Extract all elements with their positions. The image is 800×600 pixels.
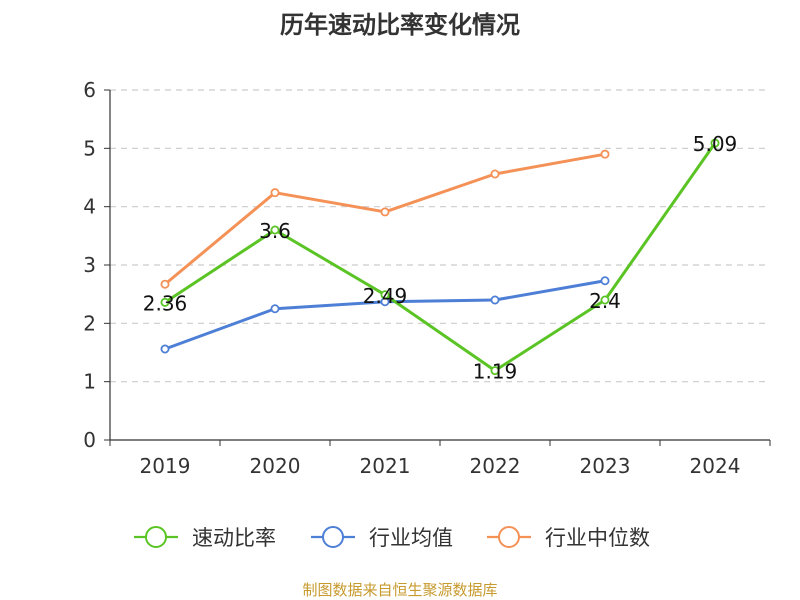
data-point-速动比率-2019	[160, 297, 170, 307]
data-point-行业中位数-2019	[160, 279, 170, 289]
legend-item-速动比率: 速动比率	[134, 526, 276, 550]
data-point-速动比率-2023	[600, 295, 610, 305]
data-label-2023: 2.4	[589, 289, 621, 313]
x-tick-label-2020: 2020	[250, 454, 301, 478]
y-tick-label-5: 5	[83, 136, 96, 160]
data-point-行业均值-2023	[600, 276, 610, 286]
legend-item-行业均值: 行业均值	[311, 526, 453, 550]
data-point-行业中位数-2020	[270, 188, 280, 198]
x-tick-label-2019: 2019	[140, 454, 191, 478]
data-point-行业均值-2020	[270, 304, 280, 314]
data-point-速动比率-2024	[710, 138, 720, 148]
data-point-行业中位数-2022	[490, 169, 500, 179]
data-point-行业均值-2019	[160, 344, 170, 354]
x-tick-label-2022: 2022	[470, 454, 521, 478]
y-tick-label-1: 1	[83, 370, 96, 394]
x-tick-label-2024: 2024	[690, 454, 741, 478]
y-tick-label-2: 2	[83, 311, 96, 335]
data-point-速动比率-2022	[490, 366, 500, 376]
legend-marker-icon	[145, 526, 167, 548]
chart-title: 历年速动比率变化情况	[280, 11, 520, 39]
series-line-速动比率	[163, 141, 717, 373]
source-note: 制图数据来自恒生聚源数据库	[302, 581, 497, 599]
data-label-2020: 3.6	[259, 219, 291, 243]
data-point-速动比率-2020	[270, 225, 280, 235]
legend-label: 行业均值	[369, 526, 453, 550]
legend-label: 行业中位数	[545, 526, 650, 550]
data-label-2022: 1.19	[473, 360, 518, 384]
data-label-2021: 2.49	[363, 284, 408, 308]
y-tick-label-0: 0	[83, 428, 96, 452]
data-point-行业中位数-2023	[600, 149, 610, 159]
y-tick-label-6: 6	[83, 78, 96, 102]
data-labels: 2.36 3.6 2.49 1.19 2.4 5.09	[143, 132, 738, 384]
series-layer	[160, 138, 720, 376]
data-point-行业均值-2022	[490, 295, 500, 305]
legend-item-行业中位数: 行业中位数	[487, 526, 650, 550]
legend-marker-icon	[322, 526, 344, 548]
y-tick-label-4: 4	[83, 195, 96, 219]
legend: 速动比率 行业均值 行业中位数	[134, 526, 650, 550]
x-tick-label-2021: 2021	[360, 454, 411, 478]
y-tick-label-3: 3	[83, 253, 96, 277]
data-label-2019: 2.36	[143, 291, 188, 315]
legend-label: 速动比率	[192, 526, 276, 550]
legend-marker-icon	[498, 526, 520, 548]
data-point-速动比率-2021	[380, 290, 390, 300]
grid	[110, 89, 770, 383]
data-label-2024: 5.09	[693, 132, 738, 156]
axes: 0 1 2 3 4 5 6 2019 2020 2021 2022 2023 2024	[83, 78, 771, 478]
x-tick-label-2023: 2023	[580, 454, 631, 478]
data-point-行业中位数-2021	[380, 207, 390, 217]
